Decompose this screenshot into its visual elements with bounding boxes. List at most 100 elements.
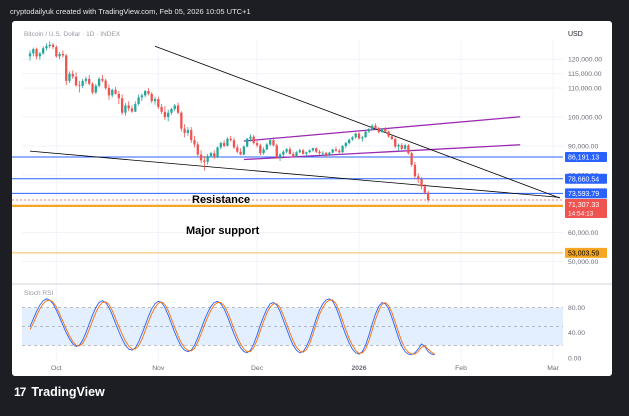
candle-body: [292, 154, 295, 157]
price-chart[interactable]: 50,000.0060,000.0070,000.0080,000.0090,0…: [12, 21, 612, 376]
candle-body: [206, 156, 209, 162]
candle-body: [361, 137, 364, 139]
price-level-label-bg: [565, 247, 607, 258]
candle: [180, 111, 183, 132]
candle: [65, 54, 68, 86]
stoch-rsi-d-line: [29, 299, 435, 355]
candle: [236, 144, 239, 154]
candle-body: [134, 104, 137, 112]
candle-body: [334, 149, 338, 151]
candle: [394, 137, 397, 149]
candle: [226, 137, 229, 147]
candle: [114, 86, 117, 95]
candle: [252, 134, 255, 145]
candle-body: [305, 152, 308, 154]
candle-body: [255, 143, 259, 146]
currency-label: USD: [568, 31, 583, 38]
candle: [229, 135, 232, 142]
price-axis-tick: 115,000.00: [568, 71, 602, 78]
candle-body: [32, 49, 35, 54]
candle: [324, 151, 328, 157]
candle-body: [117, 93, 120, 99]
candle-body: [84, 78, 88, 81]
price-level-value: 73,593.79: [568, 191, 599, 198]
candle-body: [68, 73, 71, 81]
candle-body: [364, 131, 367, 138]
candle-body: [272, 140, 275, 146]
resistance-annotation: Resistance: [192, 194, 250, 206]
candle-body: [338, 150, 341, 153]
current-price-bg: [565, 198, 607, 218]
candle-body: [357, 133, 361, 139]
candle-body: [417, 176, 420, 180]
candle: [417, 173, 420, 183]
candle: [124, 103, 127, 116]
price-level-value: 53,003.59: [568, 251, 599, 258]
candle: [328, 151, 331, 157]
candle-body: [94, 85, 97, 93]
candle: [206, 154, 209, 165]
candle: [190, 127, 193, 144]
brand-name: TradingView: [31, 385, 105, 399]
price-level-label: 78,660.54: [565, 173, 607, 184]
candle: [167, 109, 170, 122]
current-price-value: 71,307.33: [568, 202, 599, 209]
candle-body: [236, 147, 239, 152]
candle: [413, 161, 417, 179]
candle-body: [114, 89, 117, 94]
candle-body: [160, 106, 163, 112]
candle: [357, 132, 361, 140]
candle-body: [104, 80, 107, 89]
candle: [298, 148, 301, 154]
time-axis-tick: Oct: [51, 365, 62, 372]
candle: [239, 148, 242, 156]
candle: [28, 50, 32, 61]
candle: [150, 92, 153, 104]
candle-body: [295, 152, 298, 157]
candle: [423, 184, 426, 195]
candle-body: [193, 140, 196, 145]
candle-body: [124, 105, 127, 113]
candle-body: [196, 144, 199, 155]
candle: [377, 127, 380, 134]
candle: [176, 102, 180, 115]
candle-body: [48, 44, 51, 47]
price-level-value: 78,660.54: [568, 177, 599, 184]
candle-body: [374, 125, 377, 129]
candle: [51, 43, 55, 50]
chart-frame: 50,000.0060,000.0070,000.0080,000.0090,0…: [12, 21, 612, 376]
candle-body: [222, 143, 226, 146]
candle-body: [137, 97, 140, 105]
candle: [55, 45, 58, 58]
candle-body: [354, 133, 357, 138]
candle: [338, 148, 341, 154]
candle-body: [140, 95, 144, 98]
candle: [331, 148, 334, 154]
price-level-label-bg: [565, 188, 607, 199]
candle: [351, 136, 354, 141]
candle-body: [390, 136, 394, 140]
candle-body: [403, 145, 407, 149]
chart-credit: cryptodailyuk created with TradingView.c…: [10, 7, 251, 16]
candle-body: [190, 130, 193, 141]
candle-body: [315, 148, 318, 152]
candle-body: [407, 145, 410, 154]
candle: [282, 150, 285, 157]
candle-body: [328, 152, 331, 156]
candle-body: [144, 91, 147, 96]
candle-body: [42, 48, 45, 54]
candle-body: [423, 186, 426, 193]
candle-body: [331, 149, 334, 153]
candle: [78, 80, 81, 93]
candle-body: [262, 149, 265, 154]
candle-body: [282, 151, 285, 155]
candle: [407, 144, 410, 155]
candle-body: [183, 128, 186, 133]
candle: [311, 147, 315, 152]
stoch-rsi-k-line: [29, 298, 435, 356]
candle: [265, 143, 269, 151]
candle-body: [384, 128, 387, 132]
time-axis-tick: Dec: [251, 365, 264, 372]
candle-body: [252, 136, 255, 144]
